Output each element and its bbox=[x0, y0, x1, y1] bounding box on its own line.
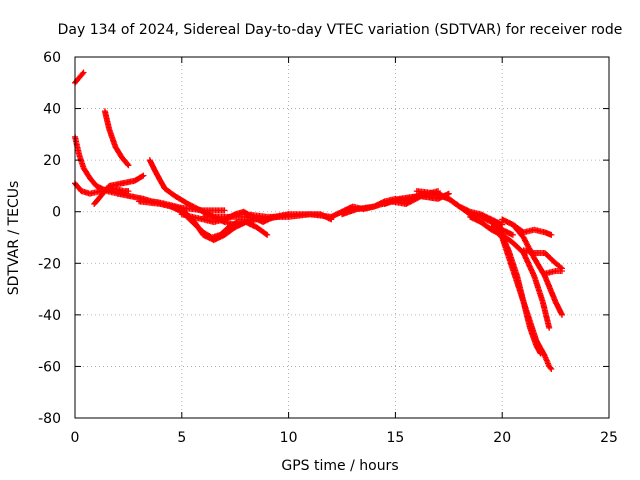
y-axis-label: SDTVAR / TECUs bbox=[6, 181, 22, 296]
series-track-18 bbox=[494, 224, 544, 357]
grid bbox=[74, 56, 610, 419]
plot-frame bbox=[74, 56, 610, 419]
y-tick-label: 20 bbox=[43, 153, 61, 169]
series-track-21 bbox=[520, 247, 565, 272]
x-tick-label: 5 bbox=[177, 430, 186, 446]
x-tick-label: 0 bbox=[71, 430, 80, 446]
series-track-4 bbox=[91, 172, 147, 207]
data-markers bbox=[72, 69, 565, 372]
x-tick-label: 25 bbox=[600, 430, 618, 446]
series-track-5 bbox=[101, 108, 132, 169]
series-track-1 bbox=[72, 69, 87, 86]
x-tick-label: 10 bbox=[280, 430, 298, 446]
y-tick-label: -60 bbox=[38, 359, 61, 375]
y-tick-label: 60 bbox=[43, 50, 61, 66]
chart-title: Day 134 of 2024, Sidereal Day-to-day VTE… bbox=[58, 22, 623, 38]
marker-trace bbox=[242, 211, 335, 220]
marker-trace bbox=[520, 247, 565, 272]
y-tick-label: -40 bbox=[38, 308, 61, 324]
x-tick-label: 20 bbox=[493, 430, 511, 446]
marker-trace bbox=[494, 224, 544, 357]
y-tick-label: -20 bbox=[38, 256, 61, 272]
axis-ticks: 0 5 10 15 20 25 -80 -60 -40 -20 0 20 40 60 bbox=[38, 50, 618, 446]
series-track-20 bbox=[509, 221, 555, 238]
marker-trace bbox=[509, 221, 555, 238]
y-tick-label: 40 bbox=[43, 102, 61, 118]
series-track-22 bbox=[541, 268, 565, 277]
marker-trace bbox=[541, 268, 565, 277]
x-axis-label: GPS time / hours bbox=[281, 458, 398, 474]
y-tick-label: -80 bbox=[38, 411, 61, 427]
x-tick-label: 15 bbox=[386, 430, 404, 446]
marker-trace bbox=[91, 172, 147, 207]
series-track-11 bbox=[242, 211, 335, 220]
y-tick-label: 0 bbox=[52, 205, 61, 221]
marker-trace bbox=[72, 69, 87, 86]
marker-trace bbox=[101, 108, 132, 169]
